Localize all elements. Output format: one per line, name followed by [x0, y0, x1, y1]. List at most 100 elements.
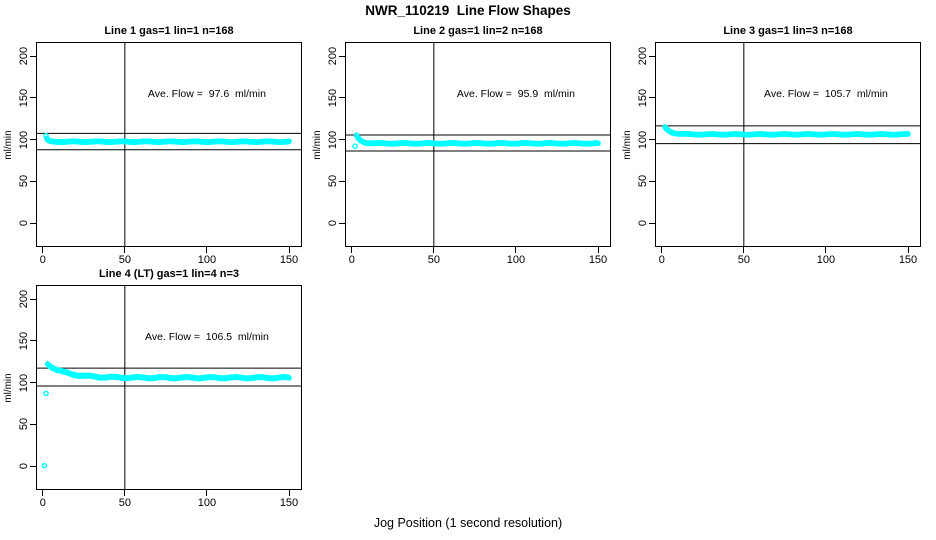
x-tick-mark: [825, 247, 827, 253]
ave-flow-annotation: Ave. Flow = 95.9 ml/min: [457, 88, 575, 100]
x-tick-mark: [661, 247, 663, 253]
x-tick-mark: [42, 490, 44, 496]
y-tick-mark: [30, 55, 36, 57]
x-tick-label: 100: [197, 254, 217, 266]
x-tick-label: 0: [348, 254, 355, 266]
x-tick-label: 100: [506, 254, 526, 266]
x-tick-mark: [124, 247, 126, 253]
data-point: [41, 462, 48, 469]
y-tick-label: 0: [637, 219, 649, 227]
y-tick-label: 50: [637, 175, 649, 188]
plot-area: [656, 43, 920, 246]
ave-flow-annotation: Ave. Flow = 106.5 ml/min: [145, 331, 269, 343]
plot-area: [37, 43, 301, 246]
ave-flow-unit: ml/min: [229, 87, 266, 100]
subplot-title: Line 3 gas=1 lin=3 n=168: [723, 25, 853, 37]
subplot-line-4: Line 4 (LT) gas=1 lin=4 n=3 ml/min Ave. …: [3, 268, 302, 509]
data-point: [286, 375, 292, 381]
subplot-title: Line 1 gas=1 lin=1 n=168: [104, 25, 234, 37]
y-tick-label: 150: [327, 88, 339, 107]
data-point: [286, 138, 292, 145]
ave-flow-annotation: Ave. Flow = 97.6 ml/min: [148, 88, 266, 100]
x-tick-mark: [433, 247, 435, 253]
y-tick-label: 100: [637, 130, 649, 149]
y-tick-mark: [30, 465, 36, 467]
x-tick-label: 0: [39, 254, 46, 266]
y-tick-label: 0: [18, 462, 30, 470]
subplot-line-1: Line 1 gas=1 lin=1 n=168 ml/min Ave. Flo…: [3, 25, 302, 266]
x-tick-mark: [597, 247, 599, 253]
y-tick-label: 200: [18, 289, 30, 309]
y-axis-label: ml/min: [622, 129, 633, 160]
y-axis-label: ml/min: [312, 129, 323, 160]
x-tick-label: 100: [816, 254, 836, 266]
y-axis-label: ml/min: [3, 372, 14, 403]
ave-flow-unit: ml/min: [232, 330, 269, 343]
y-tick-label: 50: [327, 175, 339, 188]
x-tick-label: 50: [427, 254, 440, 266]
y-tick-mark: [649, 139, 655, 141]
data-point: [43, 390, 49, 397]
x-tick-label: 0: [658, 254, 665, 266]
ave-flow-label: Ave. Flow =: [147, 87, 209, 100]
y-tick-label: 100: [18, 373, 30, 392]
x-tick-mark: [124, 490, 126, 496]
x-tick-mark: [907, 247, 909, 253]
y-tick-mark: [339, 55, 345, 57]
ave-flow-value: 105.7: [824, 87, 852, 100]
y-tick-label: 200: [18, 46, 30, 66]
ave-flow-unit: ml/min: [538, 87, 575, 100]
y-tick-label: 200: [637, 46, 649, 66]
y-tick-label: 50: [18, 418, 30, 431]
x-tick-label: 150: [588, 254, 608, 266]
subplot-line-2: Line 2 gas=1 lin=2 n=168 ml/min Ave. Flo…: [312, 25, 611, 266]
data-point: [352, 143, 358, 150]
x-tick-label: 50: [737, 254, 750, 266]
x-tick-mark: [515, 247, 517, 253]
data-point: [595, 140, 601, 147]
x-tick-mark: [743, 247, 745, 253]
figure-title: NWR_110219 Line Flow Shapes: [365, 3, 571, 18]
ave-flow-label: Ave. Flow =: [456, 87, 518, 100]
ave-flow-value: 95.9: [517, 87, 539, 100]
y-tick-mark: [30, 97, 36, 99]
y-tick-mark: [339, 139, 345, 141]
y-tick-mark: [649, 97, 655, 99]
y-tick-mark: [30, 222, 36, 224]
x-axis-label: Jog Position (1 second resolution): [373, 516, 563, 530]
subplot-title: Line 2 gas=1 lin=2 n=168: [413, 25, 543, 37]
plot-area: [346, 43, 610, 246]
y-tick-label: 0: [18, 219, 30, 227]
y-tick-mark: [30, 382, 36, 384]
x-tick-mark: [42, 247, 44, 253]
y-tick-label: 150: [18, 88, 30, 107]
y-axis-label: ml/min: [3, 129, 14, 160]
y-tick-mark: [30, 298, 36, 300]
x-tick-mark: [288, 247, 290, 253]
y-tick-mark: [30, 423, 36, 425]
x-tick-label: 0: [39, 497, 46, 509]
y-tick-label: 200: [327, 46, 339, 66]
y-tick-label: 0: [327, 219, 339, 227]
x-tick-label: 150: [279, 254, 299, 266]
ave-flow-unit: ml/min: [851, 87, 888, 100]
subplot-title: Line 4 (LT) gas=1 lin=4 n=3: [98, 268, 240, 280]
y-tick-mark: [30, 340, 36, 342]
y-tick-label: 150: [637, 88, 649, 107]
x-tick-mark: [206, 490, 208, 496]
y-tick-label: 50: [18, 175, 30, 188]
plot-area: [37, 286, 301, 489]
ave-flow-value: 106.5: [205, 330, 233, 343]
ave-flow-annotation: Ave. Flow = 105.7 ml/min: [764, 88, 888, 100]
y-tick-label: 100: [327, 130, 339, 149]
y-tick-mark: [339, 97, 345, 99]
x-tick-label: 100: [197, 497, 217, 509]
y-tick-mark: [30, 139, 36, 141]
y-tick-mark: [649, 180, 655, 182]
subplot-line-3: Line 3 gas=1 lin=3 n=168 ml/min Ave. Flo…: [622, 25, 921, 266]
x-tick-label: 150: [279, 497, 299, 509]
y-tick-mark: [649, 222, 655, 224]
y-tick-label: 150: [18, 331, 30, 350]
x-tick-mark: [288, 490, 290, 496]
